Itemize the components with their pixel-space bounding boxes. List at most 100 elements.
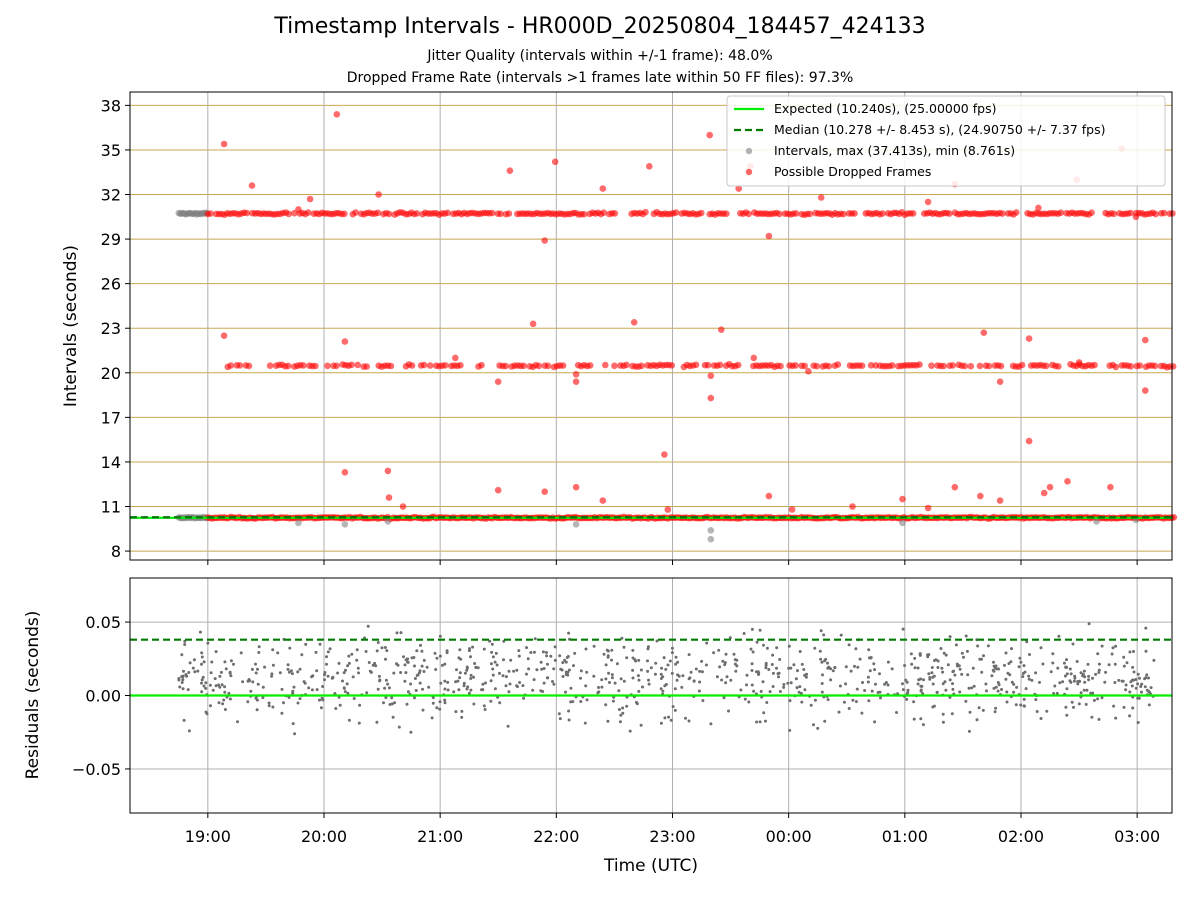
residual-point <box>868 669 872 673</box>
bottom-plot-y-ticks: −0.05 0.00 0.05 <box>72 613 130 779</box>
residual-point <box>579 669 583 673</box>
residual-point <box>433 651 437 655</box>
dropped-frame-point <box>716 361 724 369</box>
residual-point <box>393 701 397 705</box>
residual-point <box>866 680 870 684</box>
residual-point <box>1087 622 1091 626</box>
residual-point <box>800 700 804 704</box>
residual-point <box>697 689 701 693</box>
residual-point <box>490 650 494 654</box>
residual-point <box>874 682 877 686</box>
residual-point <box>1034 698 1038 702</box>
residual-point <box>1145 673 1149 677</box>
chart-subtitle-jitter: Jitter Quality (intervals within +/-1 fr… <box>427 48 773 64</box>
residual-point <box>878 672 881 676</box>
residual-point <box>631 676 635 680</box>
residual-point <box>621 711 625 715</box>
residual-point <box>469 677 473 680</box>
residual-point <box>406 690 410 694</box>
residual-point <box>649 666 653 670</box>
residual-point <box>287 695 291 699</box>
residual-point <box>1113 681 1117 684</box>
dropped-frame-point <box>341 210 348 218</box>
residual-point <box>725 675 729 679</box>
interval-point <box>341 521 349 528</box>
dropped-frame-point <box>385 210 393 218</box>
residual-point <box>1134 686 1138 690</box>
residual-point <box>849 669 853 673</box>
residual-point <box>942 651 946 655</box>
residual-point <box>787 644 791 648</box>
residual-point <box>921 692 925 695</box>
residual-point <box>321 698 325 702</box>
residual-point <box>181 687 185 691</box>
residual-point <box>870 689 874 693</box>
residual-point <box>948 635 952 639</box>
residual-point <box>932 704 936 708</box>
residual-point <box>489 679 493 683</box>
residual-point <box>256 667 259 671</box>
x-tick-label: 19:00 <box>185 827 231 846</box>
residual-point <box>569 686 573 690</box>
residual-point <box>200 681 203 685</box>
dropped-frame-point <box>243 209 251 217</box>
residual-point <box>489 662 493 666</box>
residual-point <box>996 689 1000 693</box>
residual-point <box>460 715 464 719</box>
dropped-frame-point <box>266 362 274 370</box>
residual-point <box>1019 703 1023 707</box>
residual-point <box>418 681 422 685</box>
residual-point <box>579 676 582 680</box>
residual-point <box>758 628 762 632</box>
dropped-frame-point <box>858 362 866 370</box>
residual-point <box>255 708 259 712</box>
residual-point <box>205 712 209 716</box>
residual-point <box>573 651 577 655</box>
residual-point <box>1114 644 1118 648</box>
residual-point <box>1062 661 1066 665</box>
residual-point <box>1012 690 1016 694</box>
residual-point <box>823 659 826 663</box>
dropped-frame-point <box>284 362 292 370</box>
residual-point <box>491 667 495 671</box>
residual-point <box>345 682 349 686</box>
dropped-frame-point <box>840 210 847 218</box>
residual-point <box>747 700 751 704</box>
residual-point <box>605 648 609 652</box>
residual-point <box>443 687 447 691</box>
residual-point <box>469 688 473 692</box>
residual-point <box>939 647 943 650</box>
residual-point <box>1111 646 1115 650</box>
residual-point <box>218 685 222 689</box>
residual-point <box>905 680 909 684</box>
residual-point <box>208 683 212 687</box>
residual-point <box>1072 705 1075 709</box>
dropped-frame-point <box>792 362 799 369</box>
dropped-frame-point <box>341 338 349 345</box>
dropped-frame-point <box>572 371 580 378</box>
dropped-frame-point <box>600 209 607 216</box>
residual-point <box>1114 716 1118 720</box>
residual-point <box>287 670 291 674</box>
residual-point <box>271 648 275 652</box>
residual-point <box>970 686 974 690</box>
residual-point <box>1065 713 1069 717</box>
residual-point <box>1079 671 1083 675</box>
dropped-frame-point <box>718 326 725 334</box>
residual-point <box>498 701 502 705</box>
residual-point <box>618 720 622 724</box>
residual-point <box>890 667 894 671</box>
residual-point <box>342 686 346 690</box>
residual-point <box>1100 644 1104 648</box>
residual-point <box>606 654 610 658</box>
residual-point <box>1010 647 1013 651</box>
residual-point <box>927 672 931 676</box>
residual-point <box>491 655 495 659</box>
residual-point <box>1069 680 1073 684</box>
residual-point <box>992 664 996 668</box>
residual-point <box>1097 671 1101 674</box>
residual-point <box>851 698 855 702</box>
residual-point <box>455 668 458 672</box>
residual-point <box>930 671 934 675</box>
residual-point <box>188 661 192 665</box>
